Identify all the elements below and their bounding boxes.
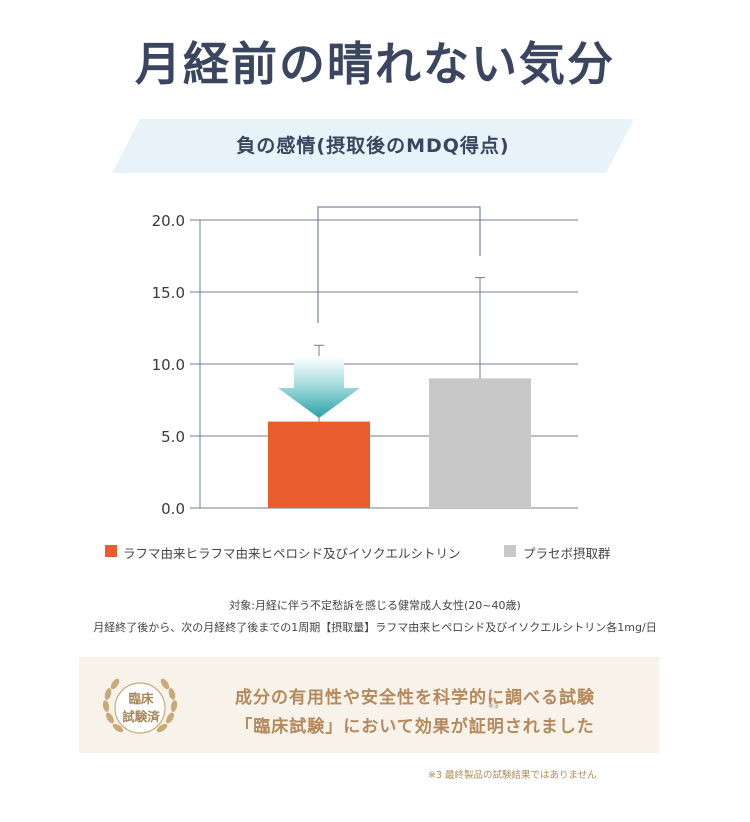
bar-1 xyxy=(268,421,370,508)
subtitle-band xyxy=(112,119,634,173)
legend-label-2: プラセボ摂取群 xyxy=(523,546,611,561)
subject-note: 対象:月経に伴う不定愁訴を感じる健常成人女性(20~40歳) xyxy=(229,599,521,612)
bar-chart: 0.0 5.0 10.0 15.0 20.0 xyxy=(152,206,578,518)
grid-lines xyxy=(190,219,578,509)
bars xyxy=(268,378,531,508)
bar-2 xyxy=(429,378,531,508)
badge-label-2: 試験済 xyxy=(122,709,160,724)
y-tick-label-2: 10.0 xyxy=(152,356,185,374)
y-tick-label-3: 15.0 xyxy=(152,284,185,302)
legend-swatch-2 xyxy=(504,545,516,557)
chart-title: 負の感情(摂取後のMDQ得点) xyxy=(236,135,510,157)
callout-line-1: 成分の有用性や安全性を科学的に調べる試験 xyxy=(235,688,595,708)
page-title: 月経前の晴れない気分 xyxy=(135,37,615,91)
y-tick-label-1: 5.0 xyxy=(161,428,185,446)
reference-mark: ※3 xyxy=(488,702,499,710)
dosage-note: 月経終了後から、次の月経終了後までの1周期【摂取量】ラフマ由来ヒペロシド及びイソ… xyxy=(93,621,657,634)
y-tick-label-0: 0.0 xyxy=(161,500,185,518)
legend: ラフマ由来ヒラフマ由来ヒペロシド及びイソクエルシトリン プラセボ摂取群 xyxy=(105,543,705,561)
significance-bracket xyxy=(317,206,481,323)
callout-line-2: 「臨床試験」において効果が証明されました xyxy=(235,717,595,737)
laurel-badge-icon xyxy=(102,678,178,734)
legend-label-1: ラフマ由来ヒラフマ由来ヒペロシド及びイソクエルシトリン xyxy=(123,546,461,561)
y-tick-label-4: 20.0 xyxy=(152,212,185,230)
decrease-arrow-icon xyxy=(278,356,360,418)
footnote: ※3 最終製品の試験結果ではありません xyxy=(428,770,597,781)
badge-label-1: 臨床 xyxy=(128,691,154,706)
legend-swatch-1 xyxy=(105,545,117,557)
y-tick-labels: 0.0 5.0 10.0 15.0 20.0 xyxy=(152,212,185,518)
